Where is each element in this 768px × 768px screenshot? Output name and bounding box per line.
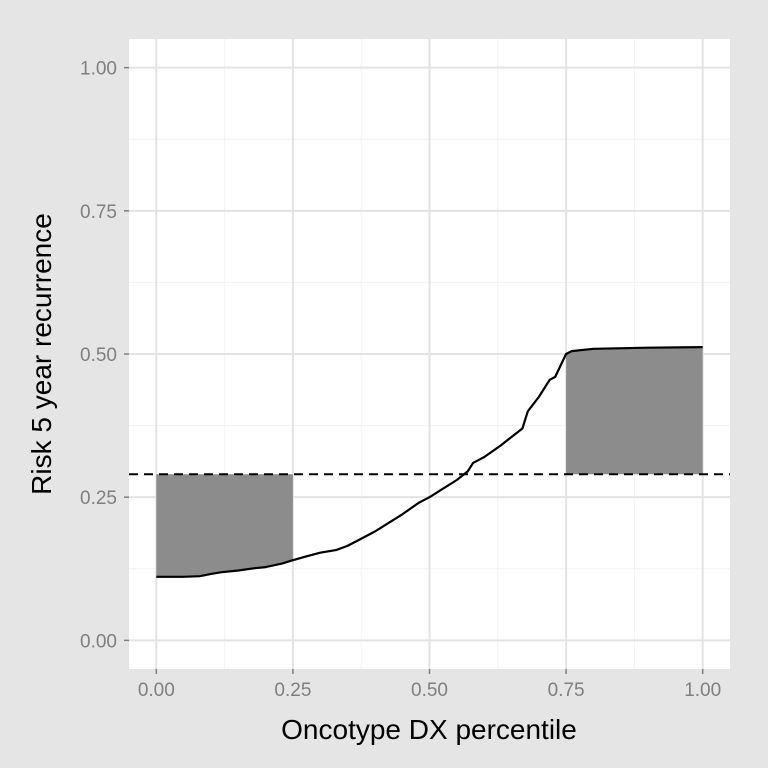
y-tick-label: 0.75: [80, 202, 117, 223]
series-group: [156, 346, 703, 578]
x-tick-label: 1.00: [684, 680, 721, 701]
y-tick-label: 0.00: [80, 631, 117, 652]
y-tick-label: 1.00: [80, 59, 117, 80]
x-axis-ticks: 0.00 0.25 0.50 0.75 1.00: [138, 669, 721, 701]
series-line: [156, 346, 703, 578]
shaded-region: [156, 474, 293, 577]
y-axis-title: Risk 5 year recurrence: [26, 213, 57, 495]
x-tick-label: 0.00: [138, 680, 175, 701]
x-tick-label: 0.50: [411, 680, 448, 701]
x-tick-label: 0.25: [274, 680, 311, 701]
y-axis-ticks: 0.00 0.25 0.50 0.75 1.00: [80, 59, 129, 652]
x-axis-title: Oncotype DX percentile: [281, 714, 577, 745]
x-tick-label: 0.75: [548, 680, 585, 701]
shaded-regions: [156, 347, 703, 577]
y-tick-label: 0.50: [80, 345, 117, 366]
y-tick-label: 0.25: [80, 488, 117, 509]
shaded-region: [566, 347, 703, 475]
